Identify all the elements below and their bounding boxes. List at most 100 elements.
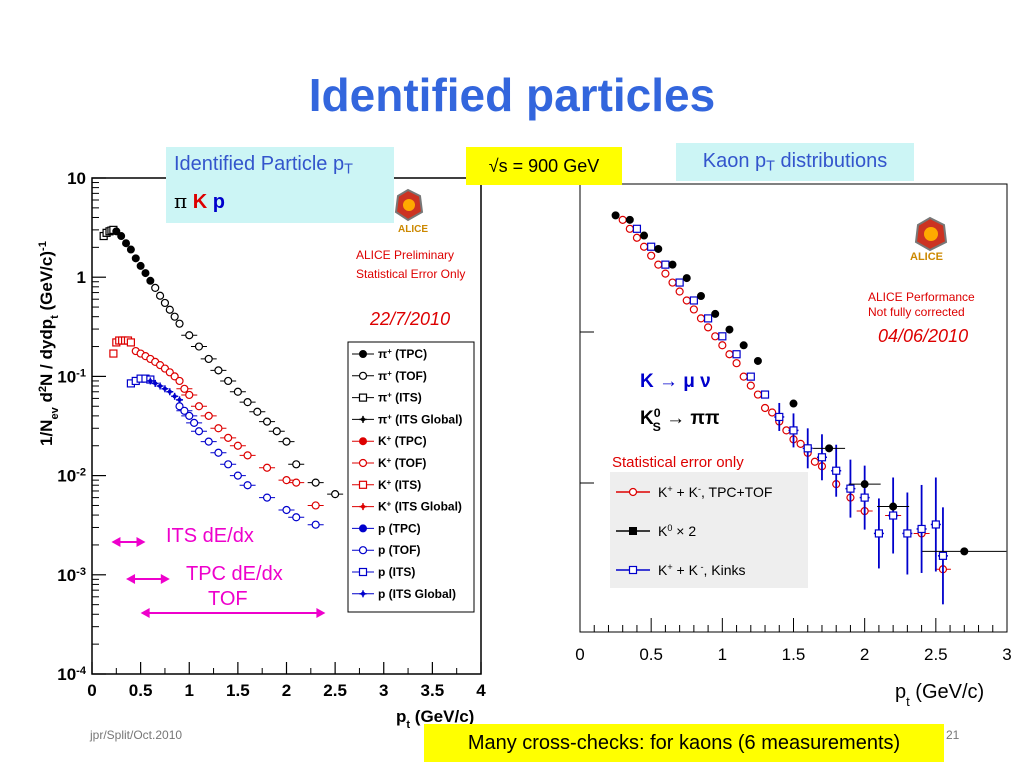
left-data-point [160, 298, 170, 308]
left-legend-marker [358, 546, 368, 555]
right-data-point [860, 493, 869, 502]
right-data-point [675, 287, 684, 296]
left-legend-marker [358, 371, 368, 380]
right-data-point [775, 412, 784, 422]
left-data-point [99, 231, 108, 241]
right-data-point [668, 278, 677, 287]
left-legend-label: p (TPC) [378, 521, 421, 535]
left-data-point [109, 349, 118, 358]
cross-checks-box: Many cross-checks: for kaons (6 measurem… [424, 724, 944, 762]
right-data-point [739, 341, 748, 350]
right-data-point [817, 462, 827, 471]
right-data-point [654, 244, 663, 253]
left-data-point [105, 227, 114, 236]
left-legend-label: K+ (TPC) [378, 434, 427, 449]
left-data-point [170, 312, 179, 321]
right-data-point [739, 372, 748, 381]
left-x-tick-label: 3 [379, 681, 388, 700]
right-data-point [825, 444, 834, 453]
left-data-point [243, 481, 252, 490]
left-x-tick-label: 3.5 [421, 681, 445, 700]
left-data-point [141, 352, 150, 361]
left-legend-label: K+ (ITS) [378, 477, 421, 492]
left-x-tick-label: 1.5 [226, 681, 250, 700]
right-x-tick-label: 0.5 [639, 645, 663, 664]
left-data-point [123, 336, 133, 345]
left-data-point [141, 374, 150, 383]
right-data-point [846, 493, 855, 502]
right-alice-performance: ALICE Performance [868, 290, 975, 304]
left-legend-label: π+ (TOF) [378, 368, 427, 383]
slide-title: Identified particles [308, 69, 716, 121]
left-data-point [233, 471, 242, 480]
left-data-point [122, 239, 131, 248]
right-data-point [789, 399, 798, 408]
left-data-point [165, 305, 174, 314]
right-data-point [732, 350, 741, 359]
right-legend-marker [629, 527, 637, 535]
left-data-point [112, 338, 121, 347]
left-data-point [126, 338, 136, 347]
left-data-point [243, 398, 252, 407]
right-data-point [711, 309, 720, 318]
right-alice-label: ALICE [910, 251, 943, 263]
left-y-tick-label: 10-3 [57, 566, 86, 585]
left-data-point [117, 232, 126, 241]
left-data-point [102, 228, 111, 237]
left-data-point [262, 417, 272, 426]
left-x-tick-label: 2 [282, 681, 291, 700]
right-x-tick-label: 1 [718, 645, 727, 664]
left-data-point [141, 269, 150, 278]
left-data-point [214, 424, 223, 433]
left-data-point [109, 225, 118, 234]
left-data-point [311, 520, 320, 529]
left-legend-marker [359, 350, 367, 358]
right-data-point [889, 511, 898, 520]
left-data-point [131, 346, 140, 356]
right-not-corrected: Not fully corrected [868, 305, 965, 319]
left-data-point [204, 437, 213, 446]
range-label-tof: TOF [208, 588, 248, 610]
right-x-axis-label: pt (GeV/c) [895, 681, 984, 709]
left-legend-marker [359, 415, 367, 423]
page-number: 21 [946, 728, 960, 742]
left-data-point [171, 392, 179, 400]
left-alice-logo [394, 188, 424, 222]
left-legend-label: K+ (TOF) [378, 456, 426, 471]
left-data-point [262, 463, 272, 472]
left-data-point [115, 336, 124, 345]
left-stat-error: Statistical Error Only [356, 267, 465, 281]
left-data-point [190, 418, 199, 427]
left-legend-box [347, 341, 475, 613]
left-legend-marker [359, 524, 367, 533]
identified-particle-label: Identified Particle pT [174, 153, 353, 178]
left-data-point [126, 379, 136, 388]
left-data-point [243, 451, 252, 460]
right-data-point [889, 511, 898, 520]
cross-checks-text: Many cross-checks: for kaons (6 measurem… [467, 732, 901, 754]
left-x-tick-label: 4 [476, 681, 486, 700]
right-x-tick-label: 2 [860, 645, 869, 664]
left-data-point [155, 291, 165, 300]
left-legend-label: π+ (ITS Global) [378, 412, 462, 427]
right-data-point [782, 426, 791, 435]
right-data-point [668, 260, 677, 269]
right-data-point [760, 403, 770, 413]
left-date: 22/7/2010 [369, 309, 450, 329]
left-data-point [170, 372, 179, 381]
left-data-point [214, 448, 223, 457]
right-data-point [775, 417, 784, 426]
k0s-label: K0 S → ππ [640, 406, 720, 434]
right-data-point [938, 551, 948, 560]
left-data-point [233, 387, 242, 396]
right-data-point [917, 524, 926, 534]
right-legend-label: K0 × 2 [658, 523, 696, 539]
left-data-point [112, 227, 121, 236]
right-data-point [632, 233, 642, 242]
left-legend-marker [359, 437, 367, 446]
right-alice-logo [914, 216, 948, 252]
left-legend-label: p (TOF) [378, 543, 420, 557]
left-data-point [151, 379, 159, 387]
right-data-point [696, 314, 706, 323]
left-data-point [146, 377, 154, 385]
